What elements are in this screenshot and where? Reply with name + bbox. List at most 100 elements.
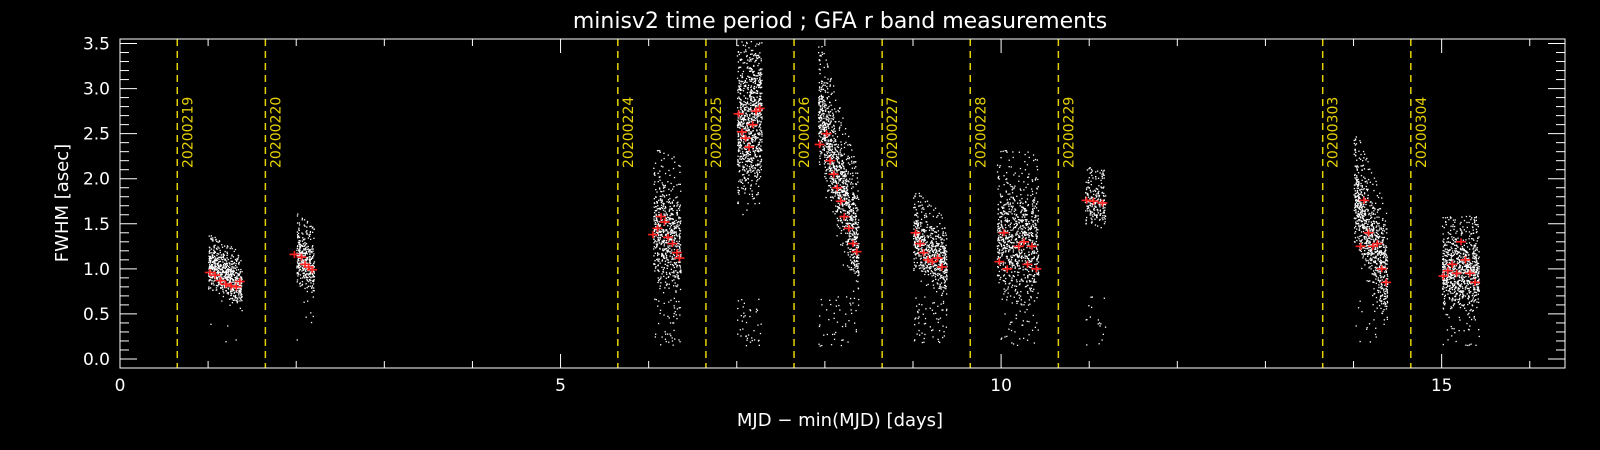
data-point: [216, 278, 219, 280]
data-point: [232, 287, 234, 289]
data-point: [853, 216, 855, 218]
data-point: [749, 91, 752, 93]
data-point: [842, 162, 845, 164]
data-point: [851, 178, 853, 180]
data-point: [744, 115, 746, 117]
data-point: [210, 272, 213, 275]
data-point: [751, 158, 753, 160]
data-point: [754, 155, 756, 157]
data-point: [846, 183, 848, 186]
data-point: [658, 280, 660, 282]
data-point: [739, 133, 742, 135]
data-point: [821, 141, 823, 143]
data-point: [829, 152, 831, 154]
data-point: [858, 271, 860, 273]
data-point: [836, 156, 838, 158]
data-point: [233, 250, 235, 253]
data-point: [754, 77, 756, 80]
data-point: [840, 174, 842, 176]
data-point: [850, 209, 852, 211]
data-point: [944, 252, 946, 254]
data-point: [749, 153, 752, 156]
data-point: [998, 274, 1000, 277]
data-point: [745, 321, 748, 324]
data-point: [1027, 176, 1030, 178]
data-point: [914, 240, 916, 242]
data-point: [833, 129, 835, 131]
data-point: [1013, 187, 1015, 189]
data-point: [232, 256, 235, 258]
data-point: [752, 167, 754, 169]
data-point: [833, 312, 835, 314]
data-point: [921, 236, 923, 238]
data-point: [1005, 190, 1007, 192]
data-point: [308, 280, 310, 283]
data-point: [222, 281, 224, 283]
data-point: [224, 259, 226, 261]
data-point: [661, 242, 663, 244]
data-point: [922, 229, 924, 231]
data-point: [1016, 281, 1018, 283]
data-point: [998, 178, 1000, 180]
data-point: [834, 178, 836, 180]
data-point: [674, 227, 676, 229]
data-point: [841, 185, 843, 188]
data-point: [931, 248, 933, 250]
data-point: [755, 56, 758, 58]
data-point: [669, 228, 671, 230]
data-point: [655, 196, 657, 198]
data-point: [913, 224, 915, 227]
data-point: [944, 284, 946, 287]
data-point: [999, 278, 1001, 281]
data-point: [1011, 234, 1014, 236]
data-point: [313, 228, 315, 230]
data-point: [845, 141, 847, 143]
data-point: [678, 220, 680, 223]
data-point: [819, 124, 821, 127]
data-point: [754, 78, 756, 81]
data-point: [840, 172, 842, 175]
data-point: [824, 126, 826, 129]
data-point: [1005, 219, 1007, 221]
data-point: [845, 198, 847, 200]
data-point: [310, 321, 313, 324]
data-point: [234, 267, 237, 269]
data-point: [230, 269, 232, 271]
data-point: [1000, 243, 1002, 245]
data-point: [929, 252, 931, 254]
data-point: [925, 257, 927, 259]
data-point: [752, 72, 754, 74]
data-point: [936, 226, 938, 228]
data-point: [738, 180, 740, 183]
data-point: [818, 135, 821, 137]
data-point: [654, 336, 656, 338]
data-point: [921, 265, 923, 267]
data-point: [308, 258, 311, 260]
data-point: [220, 272, 222, 274]
data-point: [756, 78, 758, 80]
data-point: [750, 161, 752, 163]
data-point: [736, 77, 739, 79]
data-point: [820, 140, 823, 142]
data-point: [847, 243, 849, 245]
data-point: [753, 85, 755, 88]
data-point: [913, 251, 915, 253]
data-point: [222, 261, 224, 263]
data-point: [743, 142, 745, 145]
data-point: [928, 254, 930, 257]
data-point: [917, 317, 919, 320]
data-point: [755, 86, 757, 88]
data-point: [920, 225, 922, 227]
data-point: [830, 149, 833, 152]
data-point: [312, 280, 314, 282]
data-point: [231, 248, 233, 250]
data-point: [840, 171, 842, 173]
data-point: [830, 199, 833, 202]
data-point: [301, 270, 303, 272]
data-point: [227, 293, 229, 295]
data-point: [840, 141, 842, 143]
data-point: [744, 81, 746, 83]
data-point: [758, 132, 760, 134]
data-point: [234, 282, 236, 284]
data-point: [833, 153, 835, 155]
